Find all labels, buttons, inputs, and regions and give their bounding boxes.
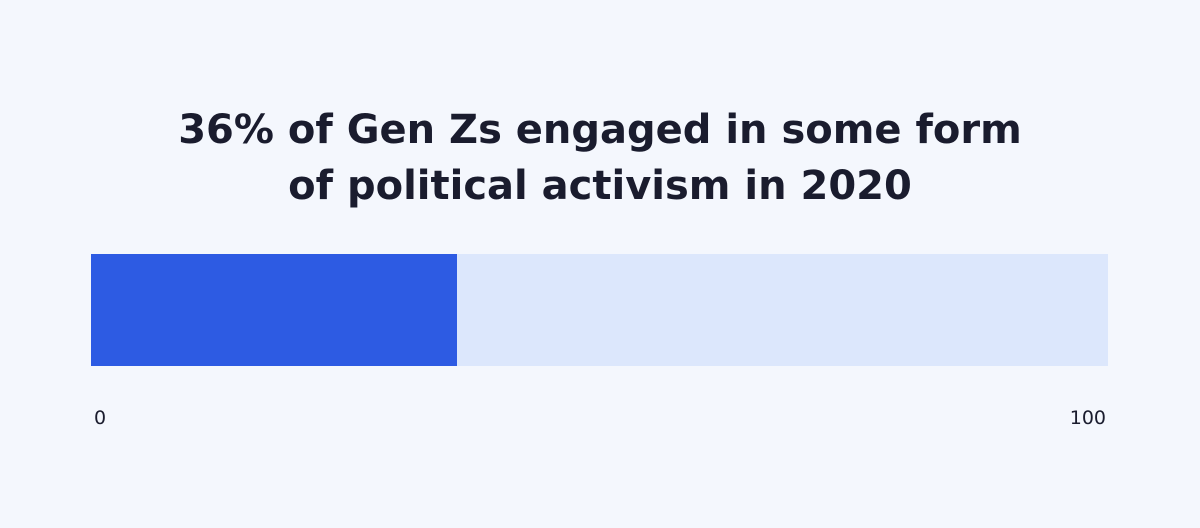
progress-track [91, 254, 1108, 366]
chart-title-line-2: of political activism in 2020 [288, 163, 912, 209]
axis-min-label: 0 [94, 407, 107, 429]
axis-max-label: 100 [1069, 407, 1106, 429]
chart-title-line-1: 36% of Gen Zs engaged in some form [178, 107, 1022, 153]
chart-title: 36% of Gen Zs engaged in some form of po… [150, 102, 1050, 214]
progress-bar-fill [91, 254, 458, 366]
